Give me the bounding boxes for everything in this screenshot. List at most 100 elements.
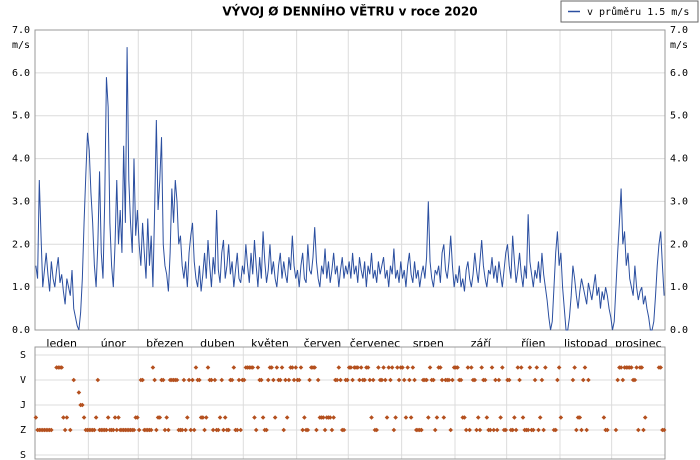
direction-point <box>410 365 416 370</box>
direction-point <box>191 427 197 433</box>
direction-point <box>259 377 264 383</box>
direction-point <box>154 427 159 433</box>
direction-point <box>474 427 479 433</box>
direction-point <box>475 415 481 420</box>
direction-point <box>431 377 436 383</box>
direction-point <box>217 415 223 420</box>
direction-point <box>412 377 417 383</box>
direction-point <box>426 415 431 420</box>
direction-point <box>553 427 558 433</box>
direction-point <box>71 377 77 383</box>
direction-point <box>216 427 221 433</box>
direction-point <box>407 377 412 383</box>
direction-point <box>92 427 97 433</box>
direction-point <box>455 365 460 370</box>
direction-point <box>577 415 583 420</box>
direction-point <box>166 427 171 433</box>
direction-point <box>432 427 438 433</box>
direction-point <box>438 365 443 370</box>
direction-point <box>205 365 211 370</box>
direction-point <box>210 427 216 433</box>
direction-point <box>419 427 424 433</box>
direction-point <box>327 415 333 420</box>
y-tick-label: Z <box>20 425 26 436</box>
direction-point <box>355 365 361 370</box>
legend-label: v průměru 1.5 m/s <box>587 6 689 18</box>
direction-point <box>405 365 410 370</box>
plot-area <box>35 347 665 459</box>
direction-point <box>150 365 156 370</box>
y-tick-label: S <box>20 450 26 460</box>
chart-title: VÝVOJ Ø DENNÍHO VĚTRU v roce 2020 <box>222 4 477 19</box>
direction-point <box>185 415 190 420</box>
direction-point <box>570 377 576 383</box>
direction-point <box>477 427 483 433</box>
direction-point <box>190 377 195 383</box>
direction-point <box>634 365 639 370</box>
direction-point <box>382 377 388 383</box>
direction-point <box>479 365 484 370</box>
direction-point <box>493 377 498 383</box>
direction-point <box>446 377 452 383</box>
direction-point <box>458 377 464 383</box>
direction-point <box>629 365 634 370</box>
direction-point <box>345 377 350 383</box>
direction-point <box>510 427 515 433</box>
direction-point <box>200 415 206 420</box>
direction-point <box>186 377 192 383</box>
direction-point <box>265 377 271 383</box>
direction-point <box>620 377 626 383</box>
y-tick-label: 6.0 <box>12 68 30 79</box>
direction-point <box>539 377 545 383</box>
direction-point <box>582 365 588 370</box>
direction-point <box>484 415 490 420</box>
direction-point <box>300 427 305 433</box>
direction-point <box>314 427 319 433</box>
direction-point <box>162 427 168 433</box>
direction-point <box>615 377 620 383</box>
direction-point <box>291 377 297 383</box>
direction-point <box>584 427 589 433</box>
direction-point <box>369 415 374 420</box>
direction-point <box>336 365 342 370</box>
direction-point <box>641 427 646 433</box>
direction-point <box>541 427 546 433</box>
direction-point <box>179 427 185 433</box>
direction-point <box>277 377 283 383</box>
direction-point <box>441 415 447 420</box>
direction-point <box>350 377 355 383</box>
direction-point <box>636 427 641 433</box>
direction-point <box>517 377 522 383</box>
direction-point <box>59 365 64 370</box>
y-tick-label: 5.0 <box>12 111 30 122</box>
direction-point <box>334 377 340 383</box>
y-tick-label-right: 2.0 <box>670 239 688 250</box>
direction-point <box>558 415 564 420</box>
direction-point <box>157 415 163 420</box>
direction-point <box>536 427 541 433</box>
direction-point <box>212 377 218 383</box>
direction-point <box>67 427 73 433</box>
direction-point <box>348 365 354 370</box>
y-tick-label: 3.0 <box>12 196 30 207</box>
direction-point <box>618 365 624 370</box>
y-tick-label: V <box>20 375 26 386</box>
direction-point <box>49 427 54 433</box>
direction-point <box>532 377 538 383</box>
direction-point <box>269 365 274 370</box>
direction-point <box>642 415 648 420</box>
direction-point <box>489 365 495 370</box>
direction-point <box>572 365 577 370</box>
direction-point <box>181 377 187 383</box>
direction-point <box>236 377 242 383</box>
direction-point <box>105 415 111 420</box>
direction-point <box>580 377 586 383</box>
y-tick-label: 0.0 <box>12 325 30 336</box>
direction-point <box>112 415 118 420</box>
direction-point <box>62 427 68 433</box>
direction-point <box>613 427 619 433</box>
direction-point <box>639 365 645 370</box>
direction-point <box>331 415 336 420</box>
direction-point <box>518 365 524 370</box>
direction-point <box>434 415 440 420</box>
